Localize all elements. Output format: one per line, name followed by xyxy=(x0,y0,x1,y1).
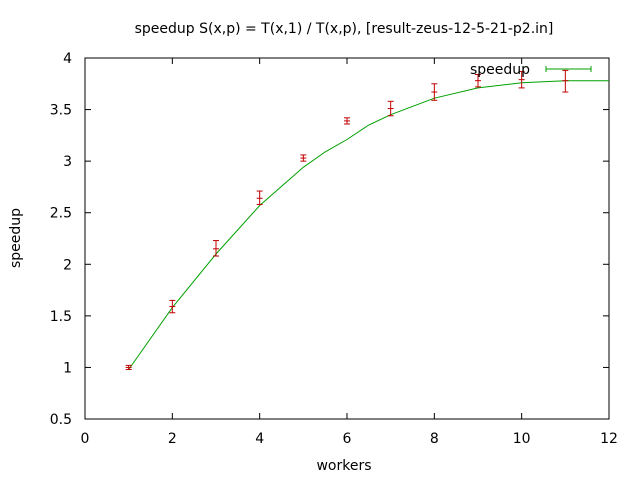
x-tick-label-2: 4 xyxy=(255,431,264,447)
x-axis-label: workers xyxy=(316,458,371,474)
error-bar-9 xyxy=(518,70,525,89)
y-tick-label-3: 2 xyxy=(63,257,72,273)
error-bar-1 xyxy=(169,299,176,314)
error-bar-3 xyxy=(256,190,263,205)
y-tick-label-6: 3.5 xyxy=(50,103,72,119)
error-bar-6 xyxy=(387,100,394,117)
x-tick-label-5: 10 xyxy=(513,431,531,447)
y-tick-label-2: 1.5 xyxy=(50,309,72,325)
error-bar-10 xyxy=(562,69,569,93)
error-bar-7 xyxy=(431,83,438,101)
fit-line-group xyxy=(128,80,609,370)
x-tick-label-4: 8 xyxy=(430,431,439,447)
y-tick-label-7: 4 xyxy=(63,51,72,67)
chart-title: speedup S(x,p) = T(x,1) / T(x,p), [resul… xyxy=(135,21,554,37)
y-tick-label-0: 0.5 xyxy=(50,412,72,428)
error-bars-group xyxy=(125,69,569,370)
y-tick-label-5: 3 xyxy=(63,154,72,170)
x-tick-label-1: 2 xyxy=(168,431,177,447)
x-tick-label-3: 6 xyxy=(343,431,352,447)
error-bar-0 xyxy=(125,364,132,370)
error-bar-5 xyxy=(344,117,350,125)
legend-label-speedup: speedup xyxy=(470,62,530,78)
y-tick-label-1: 1 xyxy=(63,360,72,376)
fit-line xyxy=(128,80,609,370)
y-tick-label-4: 2.5 xyxy=(50,206,72,222)
plot-frame xyxy=(84,57,610,420)
x-tick-label-6: 12 xyxy=(600,431,618,447)
error-bar-2 xyxy=(213,240,219,257)
x-tick-label-0: 0 xyxy=(81,431,90,447)
error-bar-8 xyxy=(475,74,481,88)
y-axis-label: speedup xyxy=(8,208,24,268)
axis-ticks: 0 2 4 6 8 10 12 0.5 1 1.5 2 2.5 3 3.5 4 xyxy=(50,51,618,447)
legend-sample-speedup xyxy=(545,66,592,72)
error-bar-4 xyxy=(300,154,307,162)
legend: speedup xyxy=(470,62,592,78)
